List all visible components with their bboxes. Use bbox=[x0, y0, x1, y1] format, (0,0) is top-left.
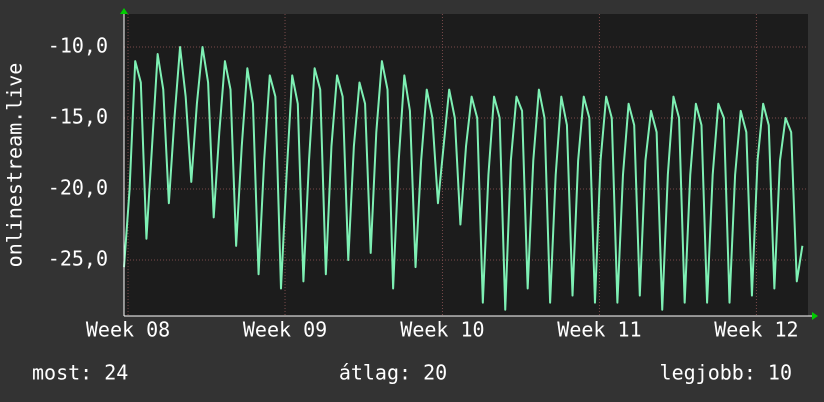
footer-current: most: 24 bbox=[32, 361, 128, 385]
footer-max: legjobb: 10 bbox=[660, 361, 792, 385]
x-tick-label: Week 11 bbox=[557, 318, 641, 342]
y-axis-label: onlinestream.live bbox=[3, 63, 27, 268]
footer-average: átlag: 20 bbox=[339, 361, 447, 385]
plot-area bbox=[124, 14, 808, 316]
x-tick-label: Week 09 bbox=[243, 318, 327, 342]
x-tick-label: Week 12 bbox=[714, 318, 798, 342]
y-tick-label: -25,0 bbox=[48, 247, 108, 271]
y-axis-arrow bbox=[120, 8, 128, 14]
y-tick-label: -10,0 bbox=[48, 33, 108, 57]
y-tick-label: -20,0 bbox=[48, 176, 108, 200]
x-axis-arrow bbox=[812, 312, 818, 320]
x-tick-label: Week 08 bbox=[86, 318, 170, 342]
data-line bbox=[123, 45, 804, 311]
y-tick-label: -15,0 bbox=[48, 104, 108, 128]
x-tick-label: Week 10 bbox=[400, 318, 484, 342]
